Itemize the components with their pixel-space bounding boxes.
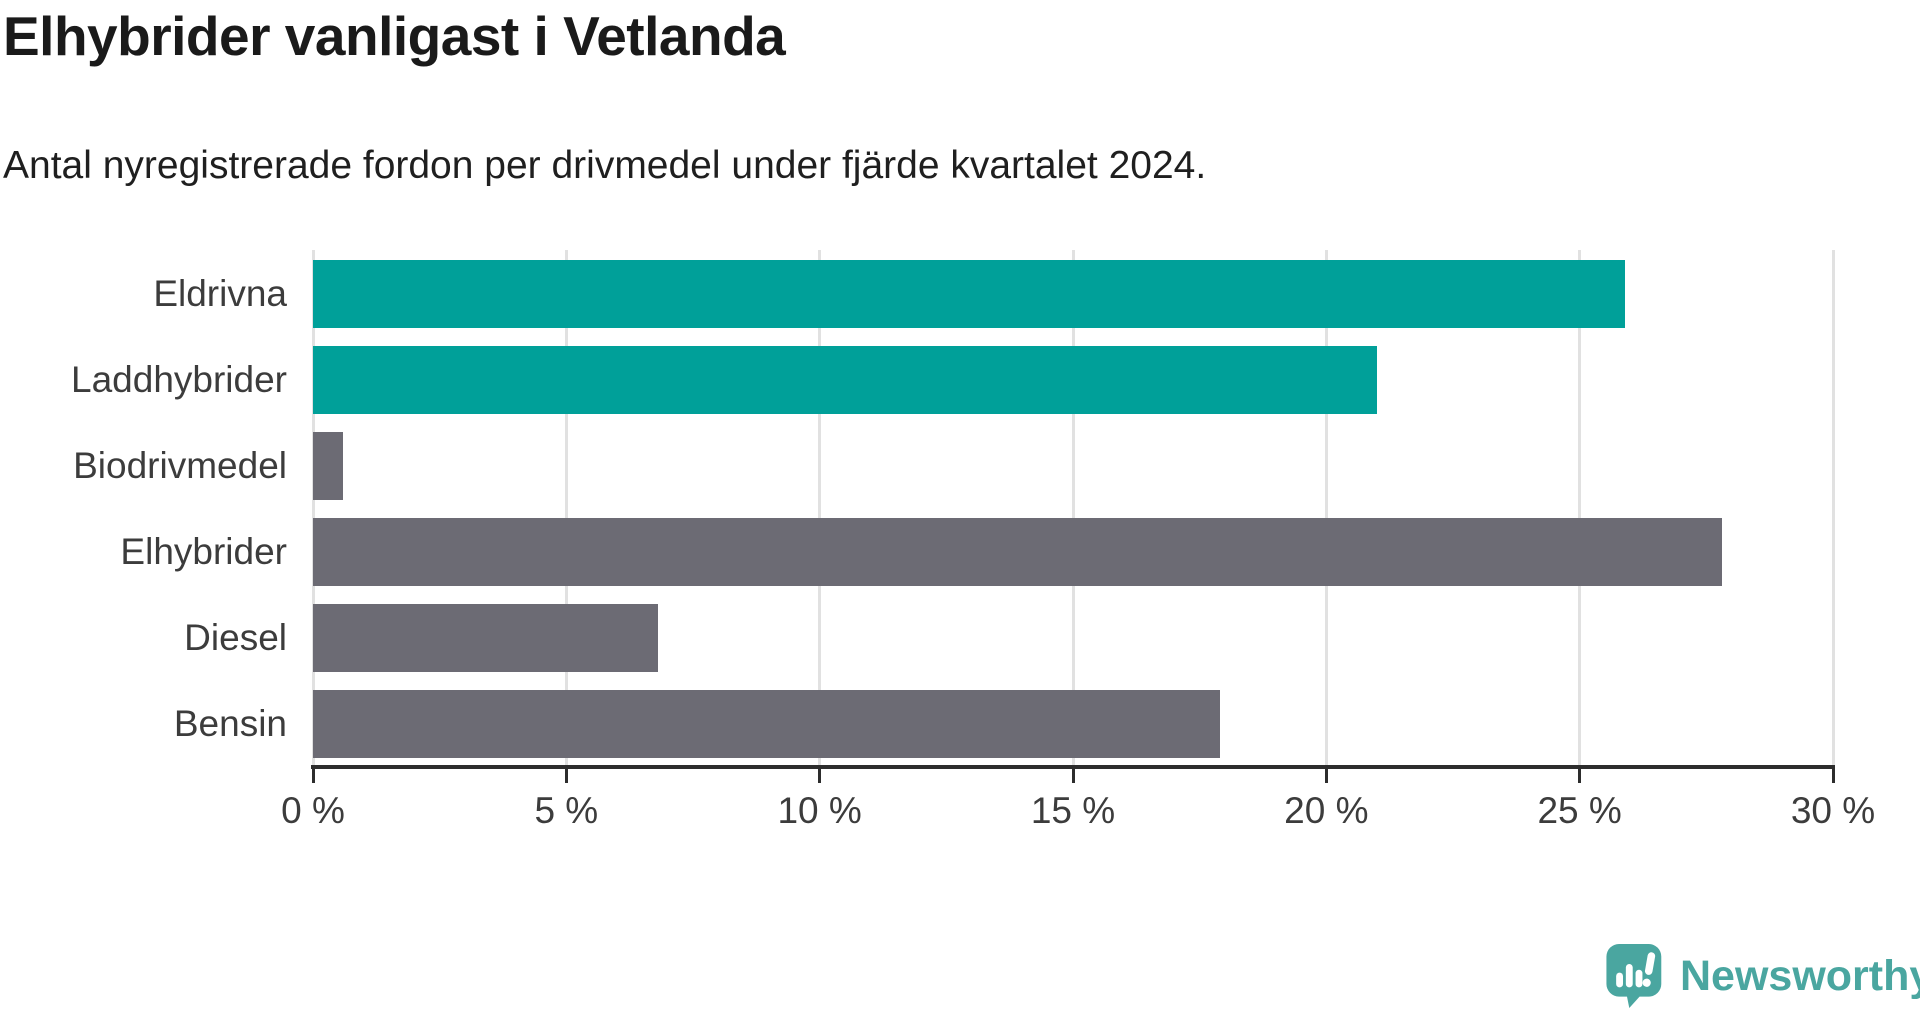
newsworthy-pin-icon xyxy=(1606,944,1662,1008)
category-label-elhybrider: Elhybrider xyxy=(120,531,287,572)
x-axis-tick-30pct xyxy=(1831,765,1835,783)
bar-eldrivna xyxy=(313,260,1626,328)
x-axis-tick-label-30pct: 30 % xyxy=(1790,790,1876,831)
category-label-bensin: Bensin xyxy=(173,703,287,744)
category-label-laddhybrider: Laddhybrider xyxy=(71,359,287,400)
bar-diesel xyxy=(313,604,658,672)
x-axis-tick-20pct xyxy=(1324,765,1328,783)
page-title: Elhybrider vanligast i Vetlanda xyxy=(3,5,786,67)
x-axis-tick-15pct xyxy=(1071,765,1075,783)
gridline-5pct xyxy=(564,250,568,765)
gridline-20pct xyxy=(1324,250,1328,765)
gridline-10pct xyxy=(818,250,822,765)
x-axis-tick-label-10pct: 10 % xyxy=(777,790,862,831)
x-axis-tick-label-15pct: 15 % xyxy=(1030,790,1116,831)
x-axis-tick-label-25pct: 25 % xyxy=(1537,790,1622,831)
category-label-biodrivmedel: Biodrivmedel xyxy=(73,445,287,486)
bar-laddhybrider xyxy=(313,346,1377,414)
newsworthy-logo: Newsworthy xyxy=(1606,944,1920,1008)
chart-subtitle: Antal nyregistrerade fordon per drivmede… xyxy=(3,144,1207,187)
gridline-30pct xyxy=(1831,250,1835,765)
bar-bensin xyxy=(313,690,1220,758)
newsworthy-logo-text: Newsworthy xyxy=(1680,952,1920,1000)
x-axis-tick-5pct xyxy=(564,765,568,783)
category-label-eldrivna: Eldrivna xyxy=(153,273,287,314)
gridline-15pct xyxy=(1071,250,1075,765)
gridline-0pct xyxy=(311,250,315,765)
bar-biodrivmedel xyxy=(313,432,344,500)
x-axis-tick-label-5pct: 5 % xyxy=(534,790,599,831)
x-axis-tick-10pct xyxy=(818,765,822,783)
x-axis-tick-label-20pct: 20 % xyxy=(1284,790,1369,831)
category-label-diesel: Diesel xyxy=(184,617,287,658)
bar-elhybrider xyxy=(313,518,1722,586)
x-axis-tick-25pct xyxy=(1578,765,1582,783)
gridline-25pct xyxy=(1578,250,1582,765)
x-axis-tick-label-0pct: 0 % xyxy=(281,790,345,831)
x-axis-tick-0pct xyxy=(311,765,315,783)
